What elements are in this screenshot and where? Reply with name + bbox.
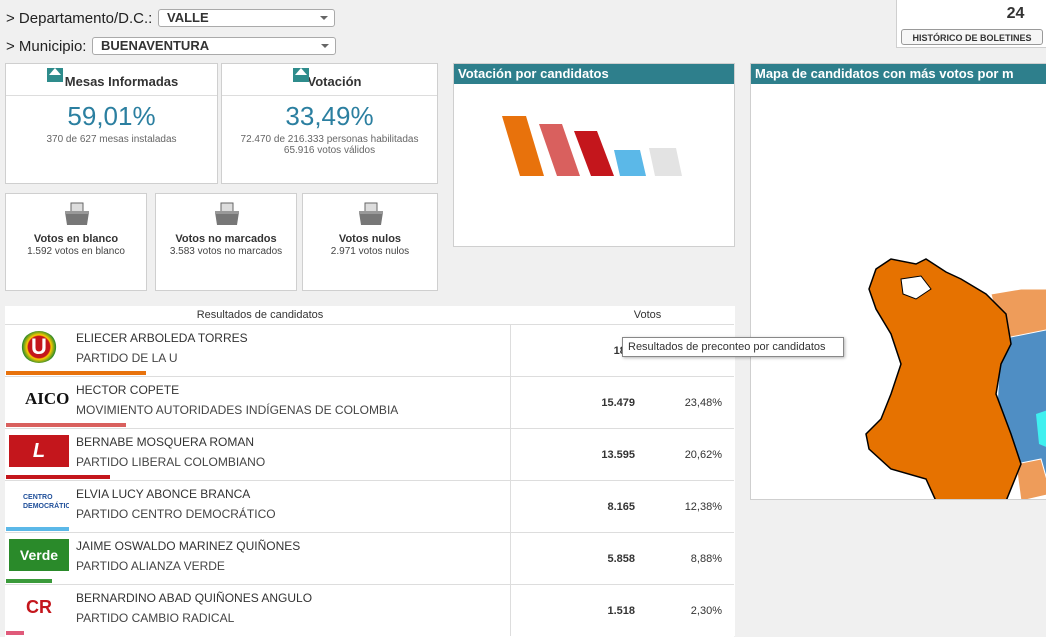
party-logo: CENTRO DEMOCRÁTICO <box>23 494 69 510</box>
party-name: PARTIDO CENTRO DEMOCRÁTICO <box>76 507 276 521</box>
candidate-name: ELVIA LUCY ABONCE BRANCA <box>76 487 251 501</box>
result-bar <box>6 423 126 427</box>
municipality-label: > Municipio: <box>6 38 87 55</box>
party-logo: AICO <box>25 389 69 408</box>
column-divider <box>510 324 511 636</box>
candidate-name: HECTOR COPETE <box>76 383 180 397</box>
chart-bar <box>539 124 580 176</box>
result-bar <box>6 579 52 583</box>
table-row: CENTRO DEMOCRÁTICO ELVIA LUCY ABONCE BRAN… <box>5 480 734 533</box>
party-name: PARTIDO DE LA U <box>76 351 178 365</box>
bulletin-box: 24 HISTÓRICO DE BOLETINES <box>896 0 1046 48</box>
card-detail: 72.470 de 216.333 personas habilitadas <box>240 134 419 145</box>
card-detail: 370 de 627 mesas instaladas <box>46 134 177 145</box>
panel-title: Mapa de candidatos con más votos por m <box>751 64 1046 84</box>
map-water <box>900 275 932 300</box>
bulletin-number: 24 <box>1006 5 1025 22</box>
vote-detail: 2.971 votos nulos <box>330 246 410 257</box>
vote-count: 13.595 <box>601 449 635 461</box>
chart-bar <box>574 131 614 176</box>
party-name: PARTIDO LIBERAL COLOMBIANO <box>76 455 266 469</box>
table-row: Verde JAIME OSWALDO MARINEZ QUIÑONES PARTI… <box>5 532 734 585</box>
card-detail: 65.916 votos válidos <box>283 145 376 156</box>
summary-card: Votación 33,49% 72.470 de 216.333 personas… <box>221 63 438 184</box>
vote-count: 8.165 <box>607 501 635 513</box>
vote-detail: 3.583 votos no marcados <box>169 246 283 257</box>
chart-panel: Votación por candidatos <box>453 63 735 247</box>
history-button[interactable]: HISTÓRICO DE BOLETINES <box>901 29 1043 45</box>
icon <box>293 68 309 82</box>
chart-bar <box>649 148 682 176</box>
card-divider <box>222 95 437 96</box>
candidate-name: BERNARDINO ABAD QUIÑONES ANGULO <box>76 591 313 605</box>
card-title: Votación <box>307 74 362 89</box>
result-bar <box>6 631 24 635</box>
party-logo: U <box>21 331 57 363</box>
result-bar <box>6 475 110 479</box>
candidate-name: JAIME OSWALDO MARINEZ QUIÑONES <box>76 539 301 553</box>
card-title: Mesas Informadas <box>64 74 179 89</box>
map <box>865 258 1046 499</box>
vote-title: Votos nulos <box>338 233 402 245</box>
vote-detail: 1.592 votos en blanco <box>27 246 125 257</box>
vote-count: 1.518 <box>607 605 635 617</box>
vote-card: Votos nulos 2.971 votos nulos <box>302 193 438 291</box>
vote-percent: 20,62% <box>684 449 722 461</box>
vote-percent: 8,88% <box>690 553 722 565</box>
municipality-select[interactable]: BUENAVENTURA <box>92 37 336 55</box>
table-row: CR BERNARDINO ABAD QUIÑONES ANGULO PARTIDO… <box>5 584 734 637</box>
panel-title: Votación por candidatos <box>454 64 734 84</box>
result-bar <box>6 527 69 531</box>
ballot-icon <box>215 202 239 225</box>
department-select[interactable]: VALLE <box>158 9 335 27</box>
vote-percent: 2,30% <box>690 605 722 617</box>
map-panel: Mapa de candidatos con más votos por m <box>750 63 1046 500</box>
party-name: PARTIDO ALIANZA VERDE <box>76 559 225 573</box>
ballot-icon <box>65 202 89 225</box>
table-row: AICO HECTOR COPETE MOVIMIENTO AUTORIDADES … <box>5 376 734 429</box>
results-table: Resultados de candidatos Votos U ELIECER … <box>5 306 735 637</box>
ballot-icon <box>359 202 383 225</box>
vote-card: Votos no marcados 3.583 votos no marcados <box>155 193 297 291</box>
chart-bar <box>614 150 646 176</box>
card-percent: 59,01% <box>67 101 156 131</box>
icon <box>47 68 63 82</box>
card-divider <box>6 95 217 96</box>
party-logo: CR <box>26 597 52 617</box>
vote-percent: 23,48% <box>684 397 722 409</box>
chart-bar <box>502 116 544 176</box>
party-name: MOVIMIENTO AUTORIDADES INDÍGENAS DE COLO… <box>76 403 399 417</box>
party-logo: Verde <box>9 539 69 571</box>
table-header: Resultados de candidatos <box>196 309 324 321</box>
vote-title: Votos en blanco <box>33 233 119 245</box>
candidate-chart <box>502 116 682 176</box>
department-label: > Departamento/D.C.: <box>6 10 153 27</box>
vote-count: 5.858 <box>607 553 635 565</box>
candidate-name: ELIECER ARBOLEDA TORRES <box>76 331 248 345</box>
card-percent: 33,49% <box>285 101 374 131</box>
tooltip: Resultados de preconteo por candidatos <box>622 337 844 357</box>
table-header: Votos <box>633 309 662 321</box>
party-logo: L <box>9 435 69 467</box>
candidate-name: BERNABE MOSQUERA ROMAN <box>76 435 255 449</box>
vote-count: 15.479 <box>601 397 635 409</box>
vote-title: Votos no marcados <box>175 233 277 245</box>
summary-card: Mesas Informadas 59,01% 370 de 627 mesas i… <box>5 63 218 184</box>
map-region <box>865 258 1022 499</box>
table-row: L BERNABE MOSQUERA ROMAN PARTIDO LIBERAL C… <box>5 428 734 481</box>
map-region <box>1036 410 1046 447</box>
vote-card: Votos en blanco 1.592 votos en blanco <box>5 193 147 291</box>
map-region <box>1015 458 1046 499</box>
result-bar <box>6 371 146 375</box>
party-name: PARTIDO CAMBIO RADICAL <box>76 611 235 625</box>
vote-percent: 12,38% <box>684 501 722 513</box>
